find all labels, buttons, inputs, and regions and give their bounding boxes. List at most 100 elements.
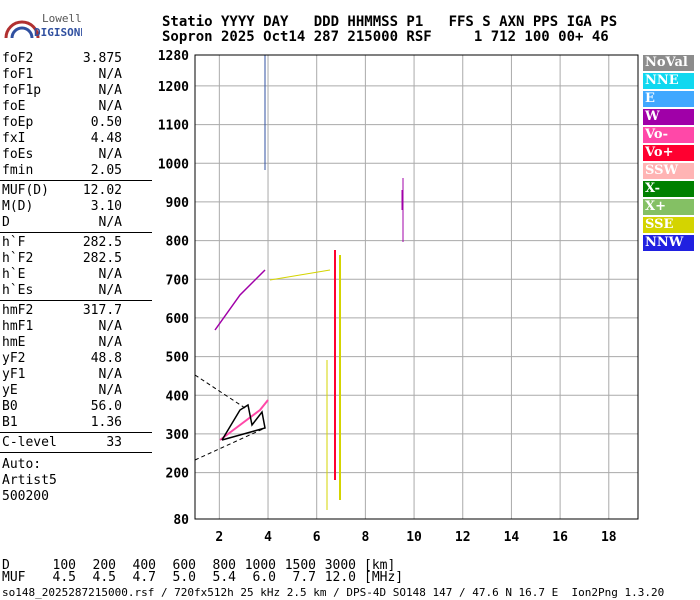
header-line: Sopron 2025 Oct14 287 215000 RSF 1 712 1… (162, 29, 609, 45)
muf-value: 5.4 (212, 570, 236, 585)
separator (0, 232, 152, 233)
param-name: foF1p (2, 83, 42, 98)
table-label: D (2, 558, 10, 573)
x-tick-label: 10 (406, 530, 422, 545)
param-name: foE (2, 99, 26, 114)
legend-entry: Vo- (643, 127, 694, 143)
y-tick-label: 80 (173, 513, 189, 528)
param-name: MUF(D) (2, 183, 49, 198)
param-name: hmF2 (2, 303, 34, 318)
muf-value: 5.0 (172, 570, 196, 585)
y-tick-label: 1100 (158, 119, 189, 134)
legend-entry: X- (643, 181, 694, 197)
y-tick-label: 600 (166, 312, 190, 327)
distance: 100 (52, 558, 76, 573)
param-value: 317.7 (82, 303, 122, 318)
y-tick-label: 200 (166, 467, 190, 482)
logo-text: Lowell (42, 12, 82, 25)
distance: 600 (172, 558, 196, 573)
param-value: 3.875 (82, 51, 122, 66)
table-label: MUF (2, 570, 26, 585)
logo-text: DIGISONDE (34, 26, 82, 39)
param-value: N/A (98, 83, 122, 98)
param-name: fmin (2, 163, 34, 178)
muf-value: 12.0 (324, 570, 356, 585)
auto-text: Auto: (2, 457, 42, 472)
x-tick-label: 14 (504, 530, 520, 545)
param-value: 282.5 (82, 251, 122, 266)
legend-entry: NoVal (643, 55, 694, 71)
param-name: M(D) (2, 199, 34, 214)
y-tick-label: 1200 (158, 80, 189, 95)
muf-value: 6.0 (252, 570, 276, 585)
legend-entry: SSW (643, 163, 694, 179)
distance: 1000 (244, 558, 276, 573)
ionogram-plot: 80 200 300 400 500 600 700 800 900 1000 1100 1200 12… (158, 49, 639, 545)
param-name: h`F2 (2, 251, 34, 266)
param-value: 1.36 (90, 415, 122, 430)
muf-value: 4.7 (132, 570, 156, 585)
y-tick-label: 800 (166, 235, 190, 250)
x-tick-label: 16 (552, 530, 568, 545)
param-name: foF2 (2, 51, 34, 66)
param-value: N/A (98, 383, 122, 398)
legend-entry: NNE (643, 73, 694, 89)
param-value: 12.02 (82, 183, 122, 198)
x-tick-label: 6 (313, 530, 321, 545)
legend-entry: W (643, 109, 694, 125)
param-name: hmF1 (2, 319, 34, 334)
legend-entry: Vo+ (643, 145, 694, 161)
footer: so148_2025287215000.rsf / 720fx512h 25 k… (2, 586, 665, 599)
muf-value: 7.7 (292, 570, 316, 585)
x-tick-label: 4 (264, 530, 272, 545)
y-tick-label: 1280 (158, 49, 189, 64)
separator (0, 432, 152, 433)
y-tick-label: 900 (166, 196, 190, 211)
auto-text: 500200 (2, 489, 49, 504)
legend-entry: NNW (643, 235, 694, 251)
param-value: N/A (98, 67, 122, 82)
y-tick-label: 300 (166, 428, 190, 443)
param-value: 282.5 (82, 235, 122, 250)
param-name: fxI (2, 131, 26, 146)
param-value: 33 (106, 435, 122, 450)
x-tick-label: 18 (601, 530, 617, 545)
unit: [MHz] (364, 570, 404, 585)
muf-value: 4.5 (52, 570, 76, 585)
param-value: N/A (98, 215, 122, 230)
param-value: N/A (98, 319, 122, 334)
legend: NoVal NNE E W Vo- Vo+ SSW X- X+ SSE NNW (643, 55, 694, 253)
legend-entry: X+ (643, 199, 694, 215)
distance: 400 (132, 558, 156, 573)
param-value: 3.10 (90, 199, 122, 214)
param-name: hmE (2, 335, 26, 350)
distance: 800 (212, 558, 236, 573)
legend-entry: SSE (643, 217, 694, 233)
y-tick-label: 700 (166, 273, 190, 288)
param-value: N/A (98, 147, 122, 162)
separator (0, 300, 152, 301)
plot-frame (194, 54, 639, 520)
traces (194, 55, 404, 510)
x-tick-label: 2 (215, 530, 223, 545)
y-tick-label: 500 (166, 351, 190, 366)
param-name: D (2, 215, 10, 230)
x-tick-label: 8 (361, 530, 369, 545)
param-value: 0.50 (90, 115, 122, 130)
param-name: foEp (2, 115, 34, 130)
param-name: B0 (2, 399, 18, 414)
separator (0, 180, 152, 181)
param-value: 56.0 (90, 399, 122, 414)
param-value: N/A (98, 335, 122, 350)
param-value: 2.05 (90, 163, 122, 178)
muf-value: 4.5 (92, 570, 116, 585)
param-value: 48.8 (90, 351, 122, 366)
x-tick-label: 12 (455, 530, 471, 545)
separator (0, 452, 152, 453)
distance: 1500 (284, 558, 316, 573)
param-name: yF2 (2, 351, 26, 366)
param-name: h`E (2, 267, 26, 282)
y-tick-label: 1000 (158, 157, 189, 172)
legend-entry: E (643, 91, 694, 107)
